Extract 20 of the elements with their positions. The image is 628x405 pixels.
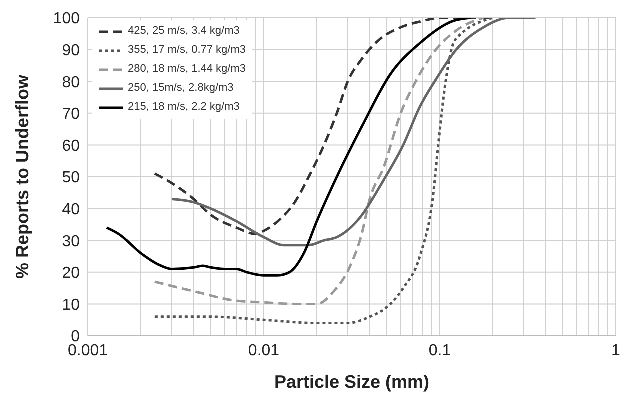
y-tick-label: 20 [62, 265, 80, 282]
y-tick-label: 40 [62, 201, 80, 218]
x-tick-label: 0.01 [248, 342, 280, 360]
legend-label: 215, 18 m/s, 2.2 kg/m3 [128, 100, 240, 115]
y-tick-label: 50 [62, 170, 80, 187]
legend-label: 280, 18 m/s, 1.44 kg/m3 [128, 62, 246, 77]
y-tick-label: 60 [62, 138, 80, 155]
y-tick-label: 80 [62, 74, 80, 92]
y-tick-label: 30 [62, 233, 80, 250]
legend-label: 250, 15m/s, 2.8kg/m3 [128, 81, 234, 96]
y-tick-label: 10 [62, 296, 80, 314]
x-tick-label: 1 [612, 342, 621, 360]
legend-label: 355, 17 m/s, 0.77 kg/m3 [128, 43, 246, 58]
y-tick-label: 70 [62, 106, 80, 124]
y-tick-label: 100 [53, 10, 80, 28]
legend-label: 425, 25 m/s, 3.4 kg/m3 [128, 24, 240, 39]
y-tick-label: 90 [62, 42, 80, 60]
x-axis-title: Particle Size (mm) [274, 372, 430, 392]
x-tick-label: 0.1 [428, 342, 452, 360]
y-axis-title: % Reports to Underflow [12, 74, 32, 280]
